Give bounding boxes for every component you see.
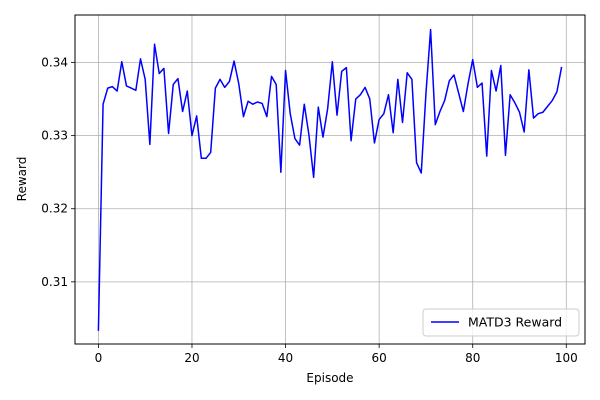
x-tick-label: 60	[371, 351, 386, 365]
x-axis: 0 20 40 60 80 100	[95, 344, 578, 365]
legend: MATD3 Reward	[422, 308, 580, 337]
x-axis-title: Episode	[306, 371, 353, 385]
plot-frame	[74, 14, 586, 345]
x-tick-label: 100	[555, 351, 578, 365]
y-tick-label: 0.34	[41, 56, 68, 70]
series-layer	[97, 28, 563, 331]
y-tick-label: 0.33	[41, 129, 68, 143]
plot-area	[75, 15, 585, 344]
legend-label: MATD3 Reward	[468, 315, 562, 330]
x-tick-label: 0	[95, 351, 103, 365]
y-tick-label: 0.32	[41, 202, 68, 216]
x-tick-label: 80	[465, 351, 480, 365]
y-tick-label: 0.31	[41, 275, 68, 289]
x-tick-label: 20	[184, 351, 199, 365]
y-axis: 0.31 0.32 0.33 0.34	[41, 56, 75, 289]
legend-box	[422, 308, 580, 337]
x-tick-label: 40	[278, 351, 293, 365]
y-axis-title: Reward	[15, 157, 29, 202]
series-line-matd3-reward	[97, 28, 563, 331]
